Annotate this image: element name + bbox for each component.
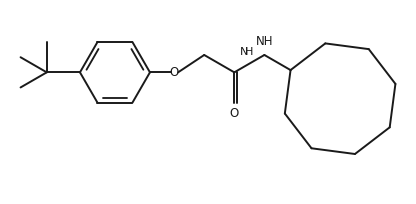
Text: O: O: [230, 107, 239, 120]
Text: N: N: [240, 47, 248, 57]
Text: O: O: [169, 66, 179, 79]
Text: H: H: [245, 47, 253, 57]
Text: NH: NH: [256, 35, 273, 48]
